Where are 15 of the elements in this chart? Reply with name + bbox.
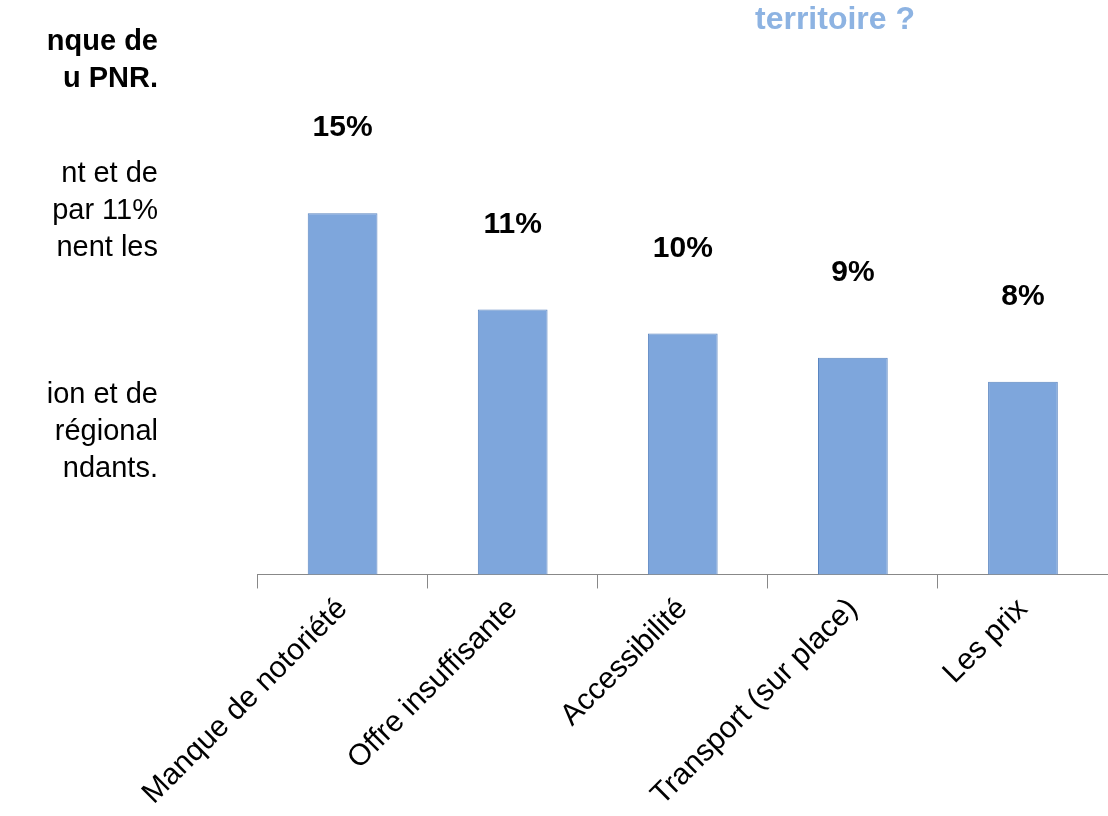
text: régional bbox=[53, 413, 158, 448]
text: ion et de bbox=[45, 376, 158, 411]
chart-title: territoire ? bbox=[754, 0, 916, 37]
text: nt et de bbox=[60, 155, 158, 190]
data-label: 11% bbox=[483, 205, 542, 239]
text: ndants. bbox=[61, 450, 158, 485]
text: par 11% bbox=[51, 192, 158, 227]
x-tick-label: Les prix bbox=[935, 590, 1034, 689]
text: u PNR. bbox=[61, 60, 158, 95]
text: nent les bbox=[55, 229, 158, 264]
data-label: 10% bbox=[652, 229, 713, 263]
data-label: 9% bbox=[831, 253, 875, 287]
data-label: 15% bbox=[312, 109, 373, 143]
data-label: 8% bbox=[1001, 278, 1045, 312]
text: nque de bbox=[45, 23, 158, 58]
